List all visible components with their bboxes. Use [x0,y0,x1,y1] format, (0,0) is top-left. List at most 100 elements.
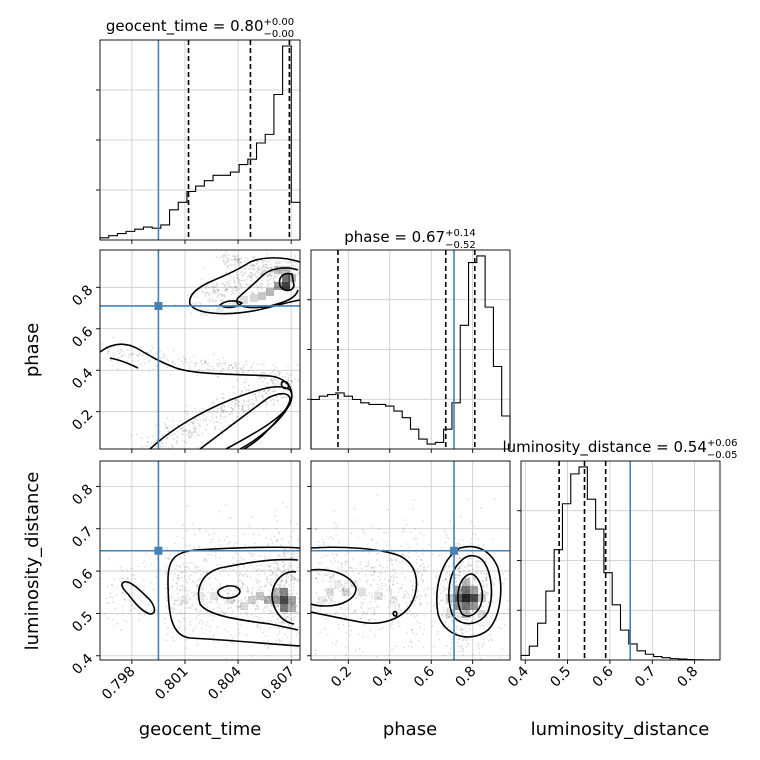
panel-geocent_time-phase-point [165,427,168,429]
panel-geocent_time-luminosity_distance-point [280,579,283,581]
panel-geocent_time-phase-point [242,369,245,372]
panel-geocent_time-luminosity_distance-point [258,616,260,619]
panel-phase-luminosity_distance-point [471,537,473,540]
panel-geocent_time-luminosity_distance-point [255,605,258,607]
panel-geocent_time-phase-point [261,394,264,397]
panel-geocent_time-luminosity_distance-point [275,562,278,564]
panel-geocent_time-phase-point [194,365,196,368]
panel-geocent_time-phase-point [220,429,222,432]
panel-geocent_time-phase-point [181,433,184,436]
panel-geocent_time-phase-point [142,354,145,356]
panel-geocent_time-luminosity_distance-point [287,567,290,570]
panel-geocent_time-phase-point [231,408,234,411]
panel-geocent_time-luminosity_distance-point [129,601,132,604]
panel-geocent_time-phase-point [254,393,256,395]
panel-geocent_time-luminosity_distance-point [270,583,273,586]
panel-geocent_time-phase-point [278,271,281,274]
panel-geocent_time-phase-point [278,371,281,374]
panel-phase-luminosity_distance-point [462,628,465,631]
panel-geocent_time-phase-point [266,252,269,255]
panel-geocent_time-luminosity_distance-point [187,565,189,568]
panel-phase-luminosity_distance-point [335,533,337,536]
panel-geocent_time-luminosity_distance-point [277,660,279,662]
panel-geocent_time-luminosity_distance-point [295,578,297,581]
panel-phase-luminosity_distance-point [332,573,335,576]
panel-phase-luminosity_distance-point [349,634,352,636]
panel-geocent_time-luminosity_distance-point [240,599,243,602]
panel-geocent_time-phase-point [265,377,267,380]
panel-phase-luminosity_distance-point [335,554,338,557]
panel-phase-luminosity_distance-point [397,587,400,590]
panel-geocent_time-phase-point [151,346,154,349]
panel-geocent_time-phase-point [187,432,190,435]
panel-geocent_time-phase-point [232,419,235,422]
panel-geocent_time-phase-point [274,275,276,278]
panel-geocent_time-luminosity_distance-point [266,544,269,547]
panel-geocent_time-luminosity_distance-point [202,622,205,625]
panel-phase-luminosity_distance-point [402,554,405,556]
panel-geocent_time-phase-point [172,349,175,352]
panel-phase-luminosity_distance-point [327,537,330,540]
panel-geocent_time-luminosity_distance-point [296,605,299,608]
panel-geocent_time-luminosity_distance-point [195,593,197,595]
panel-geocent_time-phase-point [238,258,241,261]
contour-geocent_time-phase-lower-b [109,357,139,369]
panel-phase-luminosity_distance-point [485,576,488,579]
panel-geocent_time-luminosity_distance-point [275,605,278,608]
panel-geocent_time-luminosity_distance-point [143,559,146,562]
panel-geocent_time-luminosity_distance-point [290,574,292,577]
panel-geocent_time-luminosity_distance-point [286,573,289,575]
panel-phase-luminosity_distance-point [487,620,490,623]
panel-geocent_time-phase-point [238,407,240,410]
panel-geocent_time-luminosity_distance-density [180,588,296,612]
panel-phase-luminosity_distance-point [348,625,351,627]
panel-geocent_time-phase-point [214,292,217,295]
panel-geocent_time-luminosity_distance-point [150,563,153,565]
panel-geocent_time-phase-point [191,433,194,436]
panel-geocent_time-luminosity_distance-point [183,618,186,621]
panel-geocent_time-luminosity_distance-point [143,585,146,588]
panel-phase-luminosity_distance-point [362,636,364,638]
panel-geocent_time-luminosity_distance-point [257,595,260,598]
panel-geocent_time-phase-point [214,410,216,413]
panel-phase-luminosity_distance-point [373,613,376,616]
panel-geocent_time-phase-point [176,435,179,438]
panel-geocent_time-luminosity_distance-point [187,589,190,592]
panel-geocent_time-luminosity_distance-point [241,602,244,605]
panel-phase-luminosity_distance-point [382,548,385,550]
panel-geocent_time-luminosity_distance-point [261,569,263,572]
panel-phase-luminosity_distance-point [488,623,491,625]
panel-phase-luminosity_distance-point [482,606,485,608]
panel-geocent_time-phase-point [228,254,231,257]
panel-geocent_time-luminosity_distance-point [212,615,215,618]
panel-geocent_time-luminosity_distance-point [181,585,184,587]
panel-geocent_time-phase-point [143,358,146,361]
y-axis-label-luminosity_distance: luminosity_distance [22,472,43,651]
panel-phase-luminosity_distance-point [400,567,403,569]
panel-phase-luminosity_distance-point [330,585,332,588]
panel-geocent_time-phase-point [267,279,269,282]
panel-geocent_time-phase-point [237,405,240,407]
panel-geocent_time-phase-point [250,276,253,278]
panel-phase-luminosity_distance-point [359,563,361,566]
panel-phase-luminosity_distance-point [326,600,329,603]
panel-geocent_time-phase-point [269,263,272,266]
panel-phase-luminosity_distance-point [478,652,481,655]
panel-geocent_time-phase-point [236,371,239,374]
panel-geocent_time-phase-point [303,263,305,265]
panel-geocent_time-phase-point [213,300,216,303]
panel-geocent_time-phase-point [263,390,266,392]
panel-geocent_time-luminosity_distance-point [137,565,140,568]
panel-geocent_time-luminosity_distance-point [172,607,175,609]
panel-geocent_time-phase-point [244,261,247,263]
panel-phase-luminosity_distance-point [389,600,392,602]
panel-geocent_time-phase-point [274,389,277,392]
panel-geocent_time-phase-point [190,361,193,363]
panel-geocent_time-luminosity_distance-point [228,574,230,576]
panel-geocent_time-phase-point [228,413,231,416]
panel-geocent_time-luminosity_distance-point [277,618,279,621]
panel-phase-luminosity_distance-point [455,632,457,634]
panel-phase-luminosity_distance-point [497,673,499,675]
panel-phase-luminosity_distance-point [417,590,419,593]
panel-geocent_time-luminosity_distance-point [277,604,280,607]
